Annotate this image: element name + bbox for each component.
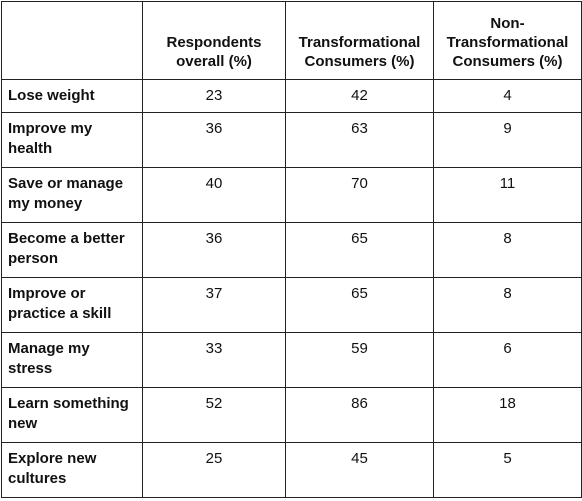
cell-value: 65 xyxy=(285,277,434,333)
row-label: Learn something new xyxy=(1,387,143,443)
cell-value: 25 xyxy=(142,442,286,498)
row-label: Lose weight xyxy=(1,79,143,113)
table-row: Explore new cultures 25 45 5 xyxy=(1,442,582,498)
cell-value: 6 xyxy=(433,332,582,388)
table-row: Save or manage my money 40 70 11 xyxy=(1,167,582,223)
row-label: Save or manage my money xyxy=(1,167,143,223)
cell-value: 9 xyxy=(433,112,582,168)
cell-value: 59 xyxy=(285,332,434,388)
row-label: Become a better person xyxy=(1,222,143,278)
header-transformational: Transformational Consumers (%) xyxy=(285,1,434,80)
cell-value: 42 xyxy=(285,79,434,113)
cell-value: 36 xyxy=(142,222,286,278)
cell-value: 40 xyxy=(142,167,286,223)
cell-value: 52 xyxy=(142,387,286,443)
table-row: Manage my stress 33 59 6 xyxy=(1,332,582,388)
cell-value: 86 xyxy=(285,387,434,443)
header-corner xyxy=(1,1,143,80)
cell-value: 70 xyxy=(285,167,434,223)
table-row: Improve or practice a skill 37 65 8 xyxy=(1,277,582,333)
cell-value: 63 xyxy=(285,112,434,168)
cell-value: 37 xyxy=(142,277,286,333)
cell-value: 65 xyxy=(285,222,434,278)
row-label: Improve or practice a skill xyxy=(1,277,143,333)
table-row: Improve my health 36 63 9 xyxy=(1,112,582,168)
cell-value: 33 xyxy=(142,332,286,388)
cell-value: 36 xyxy=(142,112,286,168)
cell-value: 8 xyxy=(433,222,582,278)
row-label: Improve my health xyxy=(1,112,143,168)
cell-value: 8 xyxy=(433,277,582,333)
cell-value: 45 xyxy=(285,442,434,498)
header-non-transformational: Non-Transformational Consumers (%) xyxy=(433,1,582,80)
cell-value: 11 xyxy=(433,167,582,223)
cell-value: 18 xyxy=(433,387,582,443)
cell-value: 23 xyxy=(142,79,286,113)
row-label: Manage my stress xyxy=(1,332,143,388)
table-row: Lose weight 23 42 4 xyxy=(1,79,582,113)
header-row: Respondents overall (%) Transformational… xyxy=(1,1,582,80)
cell-value: 5 xyxy=(433,442,582,498)
row-label: Explore new cultures xyxy=(1,442,143,498)
table-row: Become a better person 36 65 8 xyxy=(1,222,582,278)
cell-value: 4 xyxy=(433,79,582,113)
table-row: Learn something new 52 86 18 xyxy=(1,387,582,443)
header-respondents-overall: Respondents overall (%) xyxy=(142,1,286,80)
